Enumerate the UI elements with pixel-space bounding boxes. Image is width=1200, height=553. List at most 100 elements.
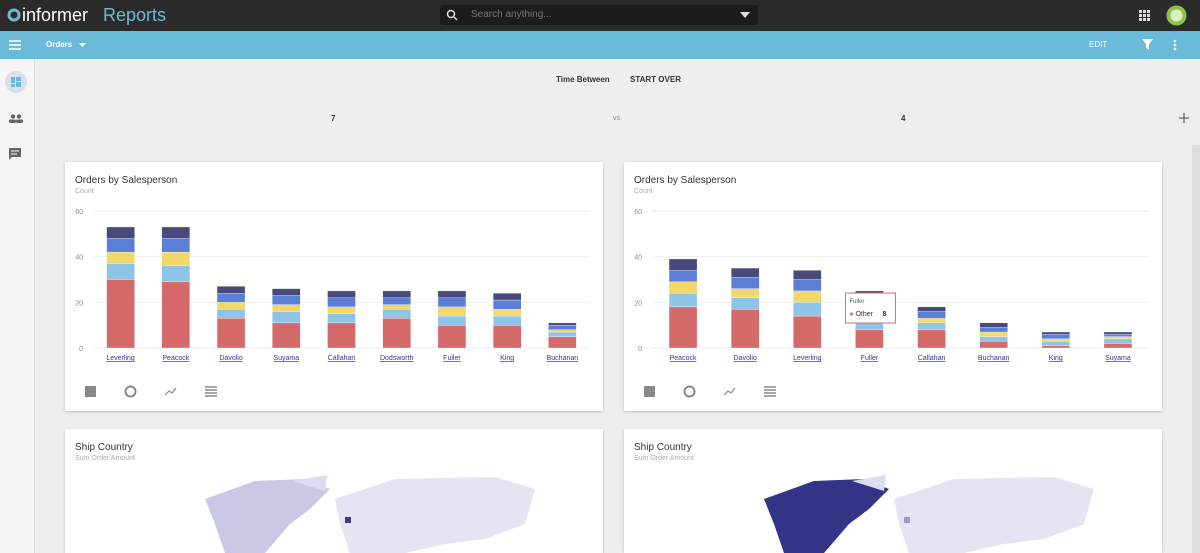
x-tick-label[interactable]: Leverling — [793, 355, 822, 362]
bar-segment — [855, 329, 884, 349]
y-tick-label: 20 — [634, 300, 642, 307]
map-subtitle: Sum Order Amount — [75, 455, 135, 462]
add-button[interactable] — [1179, 113, 1189, 123]
x-tick-label[interactable]: Peacock — [670, 355, 697, 362]
x-tick-label[interactable]: Davolio — [734, 355, 757, 362]
start-over[interactable]: START OVER — [630, 75, 681, 84]
chart-card: Orders by Salesperson Count 0 20 40 60 Peaco… — [624, 162, 1162, 411]
bar-segment — [493, 315, 522, 326]
avatar[interactable] — [1166, 5, 1187, 26]
bar-segment — [216, 302, 246, 310]
x-tick-label[interactable]: King — [500, 355, 514, 362]
x-tick-label[interactable]: Buchanan — [547, 355, 579, 362]
bar-segment — [216, 318, 246, 349]
bar-segment — [327, 290, 356, 298]
x-tick-label[interactable]: Peacock — [162, 355, 189, 362]
search-icon — [446, 9, 458, 21]
x-tick-label[interactable]: Suyama — [1105, 355, 1131, 362]
bar-segment — [106, 279, 135, 349]
x-tick-label[interactable]: Fuller — [861, 355, 879, 362]
top-bar: informer Reports Search anything... — [0, 0, 1200, 31]
bar-segment — [327, 297, 356, 308]
line-icon[interactable] — [723, 387, 736, 396]
bar-segment — [1103, 343, 1133, 349]
bar-segment — [979, 322, 1008, 328]
bar-segment — [437, 306, 467, 317]
more-icon[interactable] — [1173, 39, 1177, 51]
toolbar: Orders EDIT — [0, 31, 1200, 59]
line-icon[interactable] — [164, 387, 177, 396]
nav-dashboard[interactable] — [5, 71, 27, 93]
bar-segment — [106, 238, 135, 253]
bar-segment — [437, 325, 467, 349]
bar-segment — [1041, 338, 1070, 342]
bar-segment — [161, 238, 190, 253]
bar-segment — [216, 286, 246, 294]
bar-segment — [793, 279, 822, 292]
bar-segment — [668, 270, 698, 282]
product: Reports — [103, 5, 167, 25]
bar-segment — [382, 309, 411, 319]
bar-segment — [1041, 331, 1070, 335]
bar-segment — [1041, 345, 1070, 349]
bar-segment — [493, 325, 522, 349]
bar-segment — [979, 327, 1008, 333]
bar-segment — [548, 329, 577, 333]
search-box[interactable]: Search anything... — [440, 5, 758, 25]
bar-segment — [917, 322, 946, 330]
menu-icon[interactable] — [9, 40, 21, 50]
icon-shape — [164, 387, 177, 396]
bar-segment — [731, 297, 760, 310]
dropdown-icon[interactable] — [740, 12, 750, 18]
table-icon[interactable] — [764, 386, 776, 397]
bar-segment — [382, 318, 411, 349]
bar-segment — [161, 265, 190, 282]
bar-segment — [668, 306, 698, 349]
world-map — [764, 475, 1094, 553]
bar-segment — [548, 331, 577, 337]
bar-segment — [1103, 331, 1133, 335]
tooltip-category: Fuller — [849, 299, 864, 305]
bar-segment — [917, 306, 946, 312]
x-tick-label[interactable]: Fuller — [443, 355, 461, 362]
bar-segment — [1041, 334, 1070, 340]
filter-label: Time Between — [556, 75, 610, 84]
x-tick-label[interactable]: Davolio — [219, 355, 242, 362]
bar-segment — [979, 336, 1008, 342]
x-tick-label[interactable]: Callahan — [918, 355, 946, 362]
bar-segment — [1103, 336, 1133, 340]
x-tick-label[interactable]: Leverling — [106, 355, 135, 362]
x-tick-label[interactable]: King — [1049, 355, 1063, 362]
x-tick-label[interactable]: Suyama — [273, 355, 299, 362]
scrollbar[interactable] — [1192, 145, 1200, 553]
tooltip-swatch — [849, 312, 853, 316]
bar-segment — [668, 293, 698, 308]
image-icon[interactable] — [644, 386, 655, 397]
icon-shape — [644, 386, 655, 397]
table-icon[interactable] — [205, 386, 217, 397]
tooltip: Fuller Other 8 — [844, 292, 896, 324]
sidebar — [0, 59, 35, 553]
filter-icon[interactable] — [1142, 39, 1153, 50]
right-value: 4 — [901, 114, 906, 123]
bar-segment — [493, 293, 522, 301]
tooltip-value: 8 — [882, 311, 886, 318]
image-icon[interactable] — [85, 386, 96, 397]
nav-people[interactable] — [9, 114, 23, 123]
pie-icon[interactable] — [683, 385, 696, 398]
bar-segment — [437, 315, 467, 326]
nav-comments[interactable] — [9, 148, 21, 160]
pie-icon[interactable] — [124, 385, 137, 398]
search-placeholder: Search anything... — [471, 9, 552, 20]
bar-segment — [917, 329, 946, 349]
bar-segment — [917, 318, 946, 324]
bar-segment — [382, 304, 411, 310]
x-tick-label[interactable]: Callahan — [328, 355, 356, 362]
menu-orders[interactable]: Orders — [46, 40, 73, 49]
y-tick-label: 40 — [75, 255, 83, 262]
x-tick-label[interactable]: Buchanan — [978, 355, 1010, 362]
bar-segment — [327, 306, 356, 314]
apps-icon[interactable] — [1139, 10, 1150, 21]
x-tick-label[interactable]: Dodsworth — [380, 355, 414, 362]
edit-button[interactable]: EDIT — [1089, 40, 1108, 49]
